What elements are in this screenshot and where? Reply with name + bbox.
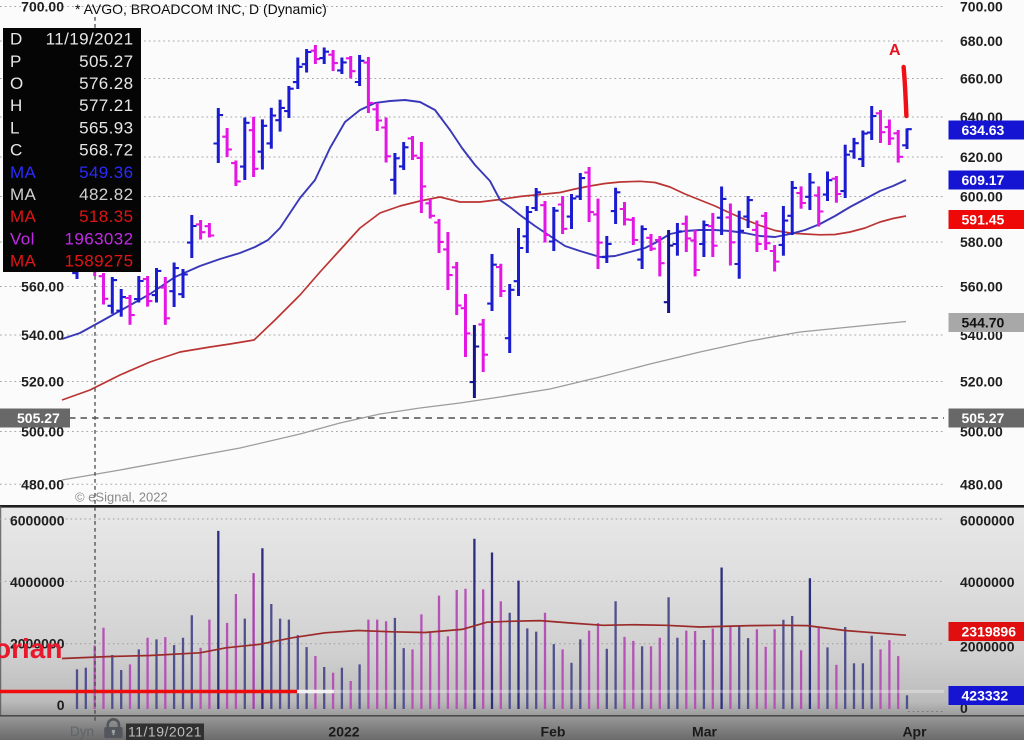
svg-text:700.00: 700.00 [960, 0, 1003, 15]
svg-text:MA: MA [10, 163, 37, 182]
svg-text:549.36: 549.36 [79, 163, 133, 182]
svg-text:1963032: 1963032 [65, 229, 134, 248]
svg-text:480.00: 480.00 [21, 476, 64, 492]
svg-text:609.17: 609.17 [962, 172, 1005, 188]
svg-text:660.00: 660.00 [960, 71, 1003, 87]
svg-text:Mar: Mar [692, 724, 717, 740]
svg-text:© eSignal, 2022: © eSignal, 2022 [75, 490, 168, 505]
svg-text:MA: MA [10, 207, 37, 226]
svg-text:520.00: 520.00 [960, 374, 1003, 390]
svg-text:560.00: 560.00 [960, 279, 1003, 295]
svg-text:A: A [889, 42, 901, 59]
svg-text:Apr: Apr [902, 724, 927, 740]
svg-text:505.27: 505.27 [17, 410, 60, 426]
svg-text:C: C [10, 141, 23, 160]
svg-text:MA: MA [10, 252, 37, 271]
svg-text:518.35: 518.35 [79, 207, 133, 226]
svg-text:* AVGO, BROADCOM INC, D (Dynam: * AVGO, BROADCOM INC, D (Dynamic) [75, 1, 327, 17]
svg-text:565.93: 565.93 [79, 118, 133, 137]
svg-text:680.00: 680.00 [960, 33, 1003, 49]
svg-text:580.00: 580.00 [960, 234, 1003, 250]
svg-text:11/19/2021: 11/19/2021 [46, 30, 134, 49]
svg-text:544.70: 544.70 [962, 315, 1005, 331]
svg-text:Dyn: Dyn [70, 724, 94, 739]
svg-text:2319896: 2319896 [962, 624, 1017, 640]
svg-text:6000000: 6000000 [960, 512, 1015, 528]
svg-text:H: H [10, 96, 23, 115]
svg-text:P: P [10, 52, 22, 71]
svg-text:D: D [10, 30, 23, 49]
svg-text:568.72: 568.72 [79, 141, 133, 160]
svg-text:Vol: Vol [10, 229, 35, 248]
svg-text:423332: 423332 [962, 688, 1009, 704]
svg-text:634.63: 634.63 [962, 122, 1005, 138]
svg-text:520.00: 520.00 [21, 374, 64, 390]
svg-text:505.27: 505.27 [79, 52, 133, 71]
svg-text:600.00: 600.00 [960, 189, 1003, 205]
svg-text:4000000: 4000000 [960, 574, 1015, 590]
svg-text:591.45: 591.45 [962, 212, 1005, 228]
svg-text:MA: MA [10, 185, 37, 204]
svg-text:0: 0 [57, 697, 65, 713]
svg-text:2022: 2022 [328, 724, 359, 740]
svg-text:700.00: 700.00 [21, 0, 64, 15]
svg-text:540.00: 540.00 [21, 327, 64, 343]
svg-text:O: O [10, 74, 24, 93]
svg-text:11/19/2021: 11/19/2021 [128, 724, 202, 740]
svg-text:577.21: 577.21 [79, 96, 133, 115]
svg-text:505.27: 505.27 [962, 410, 1005, 426]
svg-text:Feb: Feb [541, 724, 566, 740]
svg-text:560.00: 560.00 [21, 279, 64, 295]
svg-text:576.28: 576.28 [79, 74, 133, 93]
svg-text:1589275: 1589275 [65, 252, 134, 271]
svg-text:4000000: 4000000 [10, 574, 65, 590]
svg-text:6000000: 6000000 [10, 512, 65, 528]
svg-text:L: L [10, 118, 20, 137]
svg-text:480.00: 480.00 [960, 476, 1003, 492]
svg-text:620.00: 620.00 [960, 149, 1003, 165]
svg-text:orian: orian [0, 633, 62, 664]
svg-text:482.82: 482.82 [79, 185, 133, 204]
